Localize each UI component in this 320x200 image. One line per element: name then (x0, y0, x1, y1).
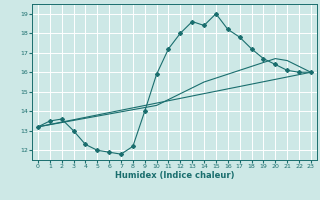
X-axis label: Humidex (Indice chaleur): Humidex (Indice chaleur) (115, 171, 234, 180)
